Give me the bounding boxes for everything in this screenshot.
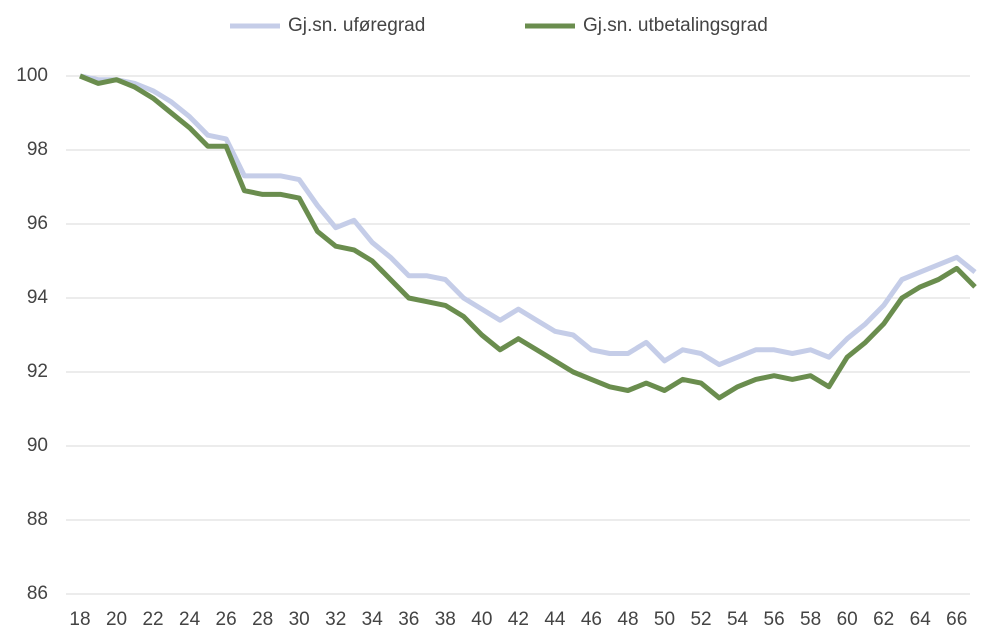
x-tick-label: 46 bbox=[581, 609, 602, 630]
y-tick-label: 94 bbox=[27, 287, 49, 308]
x-tick-label: 36 bbox=[398, 609, 419, 630]
x-tick-label: 56 bbox=[764, 609, 785, 630]
x-tick-label: 48 bbox=[617, 609, 638, 630]
x-tick-label: 26 bbox=[216, 609, 237, 630]
x-tick-label: 34 bbox=[362, 609, 384, 630]
series-line bbox=[79, 73, 977, 401]
x-tick-label: 38 bbox=[435, 609, 456, 630]
legend-label: Gj.sn. uføregrad bbox=[288, 15, 425, 36]
y-tick-label: 90 bbox=[27, 435, 48, 456]
y-tick-label: 88 bbox=[27, 509, 48, 530]
series-line bbox=[79, 73, 977, 368]
y-tick-label: 92 bbox=[27, 361, 48, 382]
x-tick-label: 64 bbox=[910, 609, 932, 630]
x-tick-label: 50 bbox=[654, 609, 675, 630]
y-tick-label: 98 bbox=[27, 139, 48, 160]
x-tick-label: 52 bbox=[690, 609, 711, 630]
x-tick-label: 62 bbox=[873, 609, 894, 630]
y-tick-label: 100 bbox=[16, 65, 48, 86]
x-tick-label: 20 bbox=[106, 609, 127, 630]
x-tick-label: 28 bbox=[252, 609, 273, 630]
x-tick-label: 40 bbox=[471, 609, 492, 630]
x-tick-label: 66 bbox=[946, 609, 967, 630]
x-tick-label: 58 bbox=[800, 609, 821, 630]
x-tick-label: 60 bbox=[837, 609, 858, 630]
y-tick-label: 86 bbox=[27, 583, 48, 604]
legend-label: Gj.sn. utbetalingsgrad bbox=[583, 15, 768, 36]
x-tick-label: 42 bbox=[508, 609, 529, 630]
x-tick-label: 24 bbox=[179, 609, 201, 630]
x-tick-label: 44 bbox=[544, 609, 566, 630]
x-tick-label: 22 bbox=[142, 609, 163, 630]
x-tick-label: 30 bbox=[289, 609, 310, 630]
x-tick-label: 54 bbox=[727, 609, 749, 630]
x-tick-label: 32 bbox=[325, 609, 346, 630]
y-tick-label: 96 bbox=[27, 213, 48, 234]
x-tick-label: 18 bbox=[69, 609, 90, 630]
